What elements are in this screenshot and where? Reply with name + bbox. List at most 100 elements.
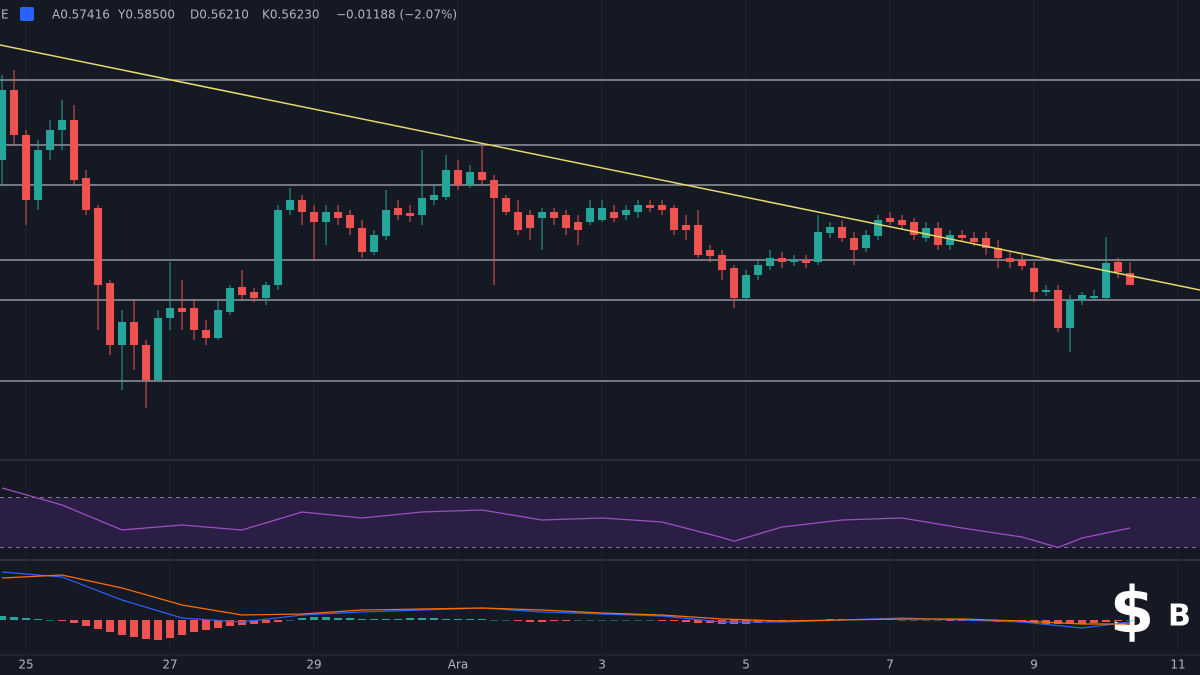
candle-body bbox=[574, 222, 583, 230]
ohlc-legend: Y0.58500 bbox=[117, 8, 175, 22]
x-tick-label: Ara bbox=[448, 658, 469, 672]
macd-histogram-bar bbox=[34, 619, 43, 620]
candle-body bbox=[358, 228, 367, 252]
symbol-icon bbox=[20, 7, 34, 21]
candle-body bbox=[22, 135, 31, 200]
macd-histogram-bar bbox=[190, 620, 199, 632]
ohlc-legend: −0.01188 (−2.07%) bbox=[336, 8, 457, 22]
candle-body bbox=[682, 225, 691, 230]
macd-histogram-bar bbox=[946, 620, 955, 621]
macd-histogram-bar bbox=[934, 620, 943, 621]
candle-body bbox=[1126, 273, 1135, 285]
candle-body bbox=[154, 318, 163, 380]
macd-histogram-bar bbox=[826, 619, 835, 620]
macd-histogram-bar bbox=[478, 619, 487, 620]
candle-body bbox=[742, 275, 751, 298]
candle-body bbox=[502, 198, 511, 212]
candle-body bbox=[970, 238, 979, 242]
candle-body bbox=[370, 235, 379, 252]
candle-body bbox=[958, 235, 967, 238]
candle-body bbox=[418, 198, 427, 215]
candle-body bbox=[790, 260, 799, 262]
macd-histogram-bar bbox=[406, 618, 415, 620]
macd-histogram-bar bbox=[550, 620, 559, 621]
ohlc-legend: D0.56210 bbox=[190, 8, 249, 22]
candle-body bbox=[994, 248, 1003, 258]
macd-histogram-bar bbox=[706, 620, 715, 623]
candle-body bbox=[1090, 296, 1099, 298]
candle-body bbox=[322, 212, 331, 222]
x-tick-label: 11 bbox=[1170, 658, 1185, 672]
candle-body bbox=[310, 212, 319, 222]
candle-body bbox=[730, 268, 739, 298]
candle-body bbox=[94, 208, 103, 285]
candle-body bbox=[298, 200, 307, 212]
candle-body bbox=[1042, 290, 1051, 292]
macd-histogram-bar bbox=[118, 620, 127, 635]
x-tick-label: 27 bbox=[162, 658, 177, 672]
macd-histogram-bar bbox=[286, 620, 295, 621]
candle-body bbox=[1006, 258, 1015, 262]
rsi-line bbox=[1, 487, 1131, 549]
macd-histogram-bar bbox=[394, 619, 403, 620]
candle-body bbox=[754, 265, 763, 275]
macd-histogram-bar bbox=[226, 620, 235, 626]
candle-body bbox=[178, 308, 187, 312]
macd-histogram-bar bbox=[22, 618, 31, 620]
macd-histogram-bar bbox=[1078, 620, 1087, 624]
candle-body bbox=[778, 258, 787, 262]
macd-histogram-bar bbox=[670, 620, 679, 621]
candle-body bbox=[130, 322, 139, 345]
candle-body bbox=[610, 212, 619, 218]
macd-histogram-bar bbox=[1126, 620, 1135, 621]
candle-body bbox=[826, 227, 835, 233]
macd-histogram-bar bbox=[358, 619, 367, 620]
macd-histogram-bar bbox=[526, 620, 535, 622]
macd-histogram-bar bbox=[562, 620, 571, 621]
candle-body bbox=[694, 225, 703, 255]
candle-body bbox=[466, 172, 475, 185]
macd-histogram-bar bbox=[538, 620, 547, 622]
macd-histogram-bar bbox=[610, 620, 619, 621]
macd-histogram-bar bbox=[514, 620, 523, 621]
candle-body bbox=[106, 283, 115, 345]
macd-histogram-bar bbox=[922, 620, 931, 621]
candle-body bbox=[70, 120, 79, 180]
candle-body bbox=[766, 258, 775, 266]
candle-body bbox=[382, 210, 391, 236]
candle-body bbox=[0, 90, 7, 160]
candle-body bbox=[1066, 300, 1075, 328]
macd-histogram-bar bbox=[622, 620, 631, 621]
macd-histogram-bar bbox=[166, 620, 175, 638]
candle-body bbox=[346, 215, 355, 228]
candle-body bbox=[454, 170, 463, 185]
x-tick-label: 25 bbox=[18, 658, 33, 672]
macd-histogram-bar bbox=[202, 620, 211, 630]
candle-body bbox=[1054, 290, 1063, 328]
macd-histogram-bar bbox=[598, 620, 607, 621]
candle-body bbox=[598, 208, 607, 220]
candle-body bbox=[862, 235, 871, 248]
macd-histogram-bar bbox=[46, 620, 55, 621]
macd-histogram-bar bbox=[442, 619, 451, 620]
ohlc-legend: E bbox=[1, 8, 9, 22]
macd-histogram-bar bbox=[1054, 620, 1063, 624]
candle-body bbox=[838, 227, 847, 238]
macd-histogram-bar bbox=[418, 618, 427, 620]
candle-body bbox=[1018, 260, 1027, 266]
x-tick-label: 3 bbox=[598, 658, 606, 672]
macd-histogram-bar bbox=[1114, 620, 1123, 621]
candle-body bbox=[118, 322, 127, 345]
macd-histogram-bar bbox=[370, 619, 379, 620]
candle-body bbox=[58, 120, 67, 130]
macd-line bbox=[1, 571, 1131, 629]
macd-histogram-bar bbox=[910, 620, 919, 621]
candle-body bbox=[538, 212, 547, 218]
candle-body bbox=[34, 150, 43, 200]
candle-body bbox=[262, 285, 271, 298]
candle-body bbox=[286, 200, 295, 210]
macd-histogram-bar bbox=[178, 620, 187, 635]
candle-body bbox=[226, 288, 235, 312]
macd-histogram-bar bbox=[634, 620, 643, 621]
candle-body bbox=[802, 260, 811, 263]
